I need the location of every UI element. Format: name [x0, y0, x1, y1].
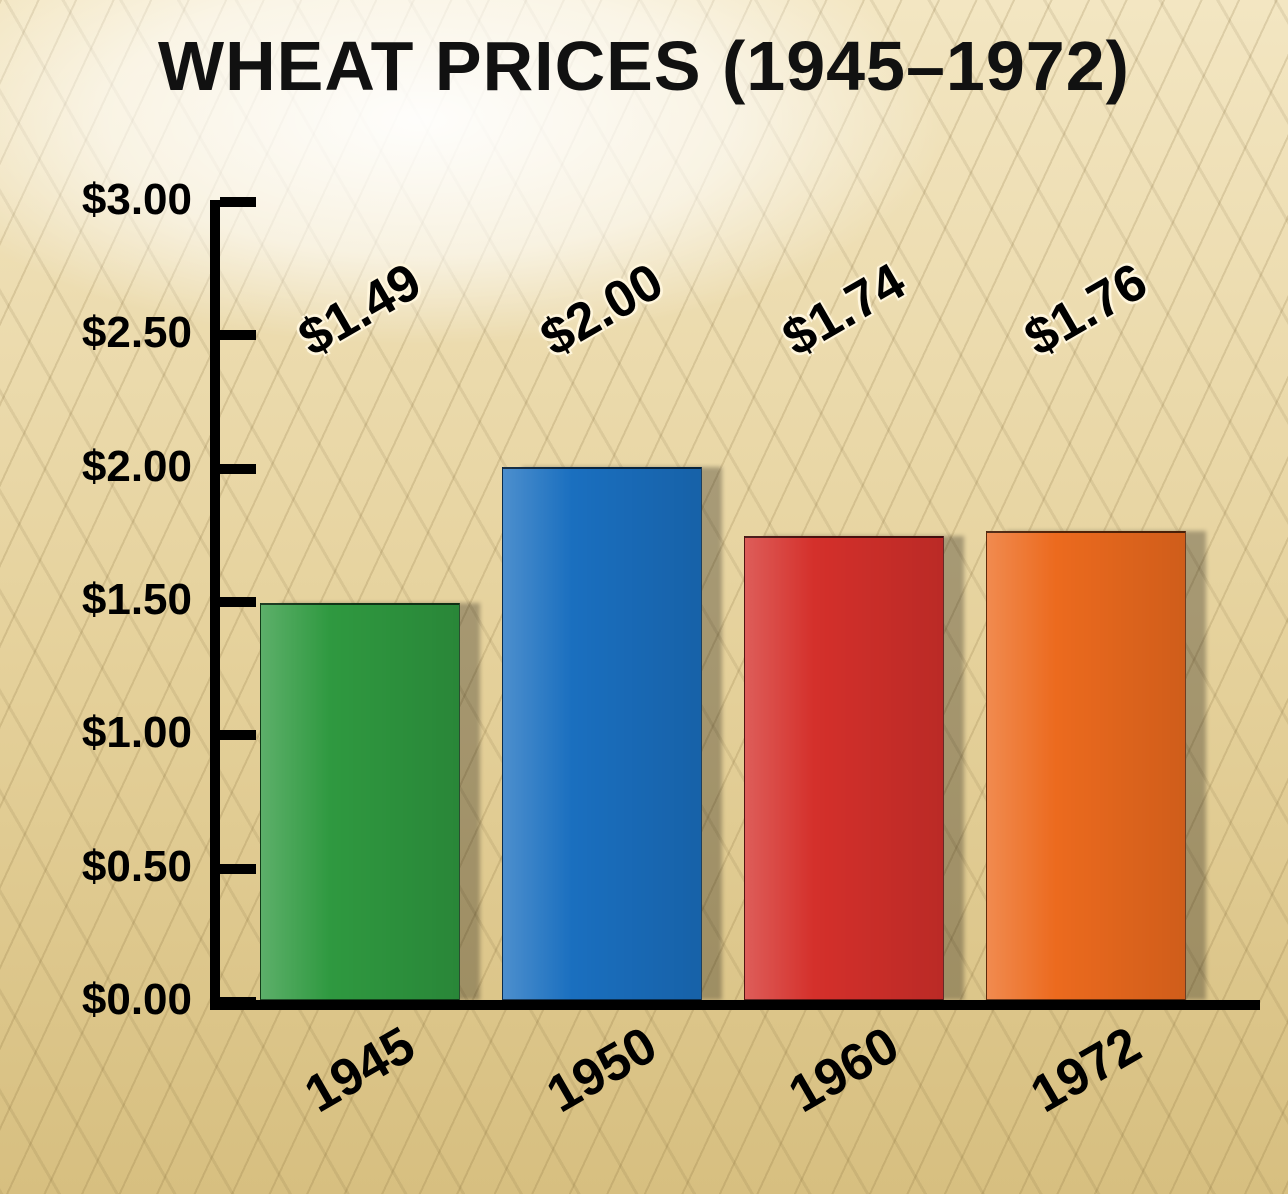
ytick-label: $3.00 [12, 175, 192, 225]
ytick-label: $1.50 [12, 575, 192, 625]
ytick-label: $1.00 [12, 708, 192, 758]
x-axis [210, 1000, 1260, 1010]
bar [744, 536, 944, 1000]
xtick-label: 1972 [1021, 1015, 1151, 1125]
ytick-mark [220, 730, 256, 740]
bar [260, 603, 460, 1000]
xtick-label: 1960 [779, 1015, 909, 1125]
xtick-label: 1950 [537, 1015, 667, 1125]
bar-value-label: $2.00 [531, 251, 674, 368]
bar-value-label: $1.49 [289, 251, 432, 368]
bar-value-label: $1.74 [773, 251, 916, 368]
ytick-mark [220, 330, 256, 340]
chart-title: WHEAT PRICES (1945–1972) [0, 26, 1288, 106]
bar-value-label: $1.76 [1015, 251, 1158, 368]
ytick-mark [220, 997, 256, 1007]
ytick-label: $2.00 [12, 442, 192, 492]
chart-container: WHEAT PRICES (1945–1972) $0.00$0.50$1.00… [0, 0, 1288, 1194]
ytick-mark [220, 197, 256, 207]
xtick-label: 1945 [295, 1015, 425, 1125]
ytick-label: $2.50 [12, 308, 192, 358]
ytick-label: $0.50 [12, 842, 192, 892]
bar [986, 531, 1186, 1000]
ytick-mark [220, 864, 256, 874]
bar [502, 467, 702, 1000]
plot-area: $0.00$0.50$1.00$1.50$2.00$2.50$3.00$1.49… [210, 200, 1260, 1010]
ytick-label: $0.00 [12, 975, 192, 1025]
ytick-mark [220, 464, 256, 474]
y-axis [210, 200, 220, 1010]
ytick-mark [220, 597, 256, 607]
